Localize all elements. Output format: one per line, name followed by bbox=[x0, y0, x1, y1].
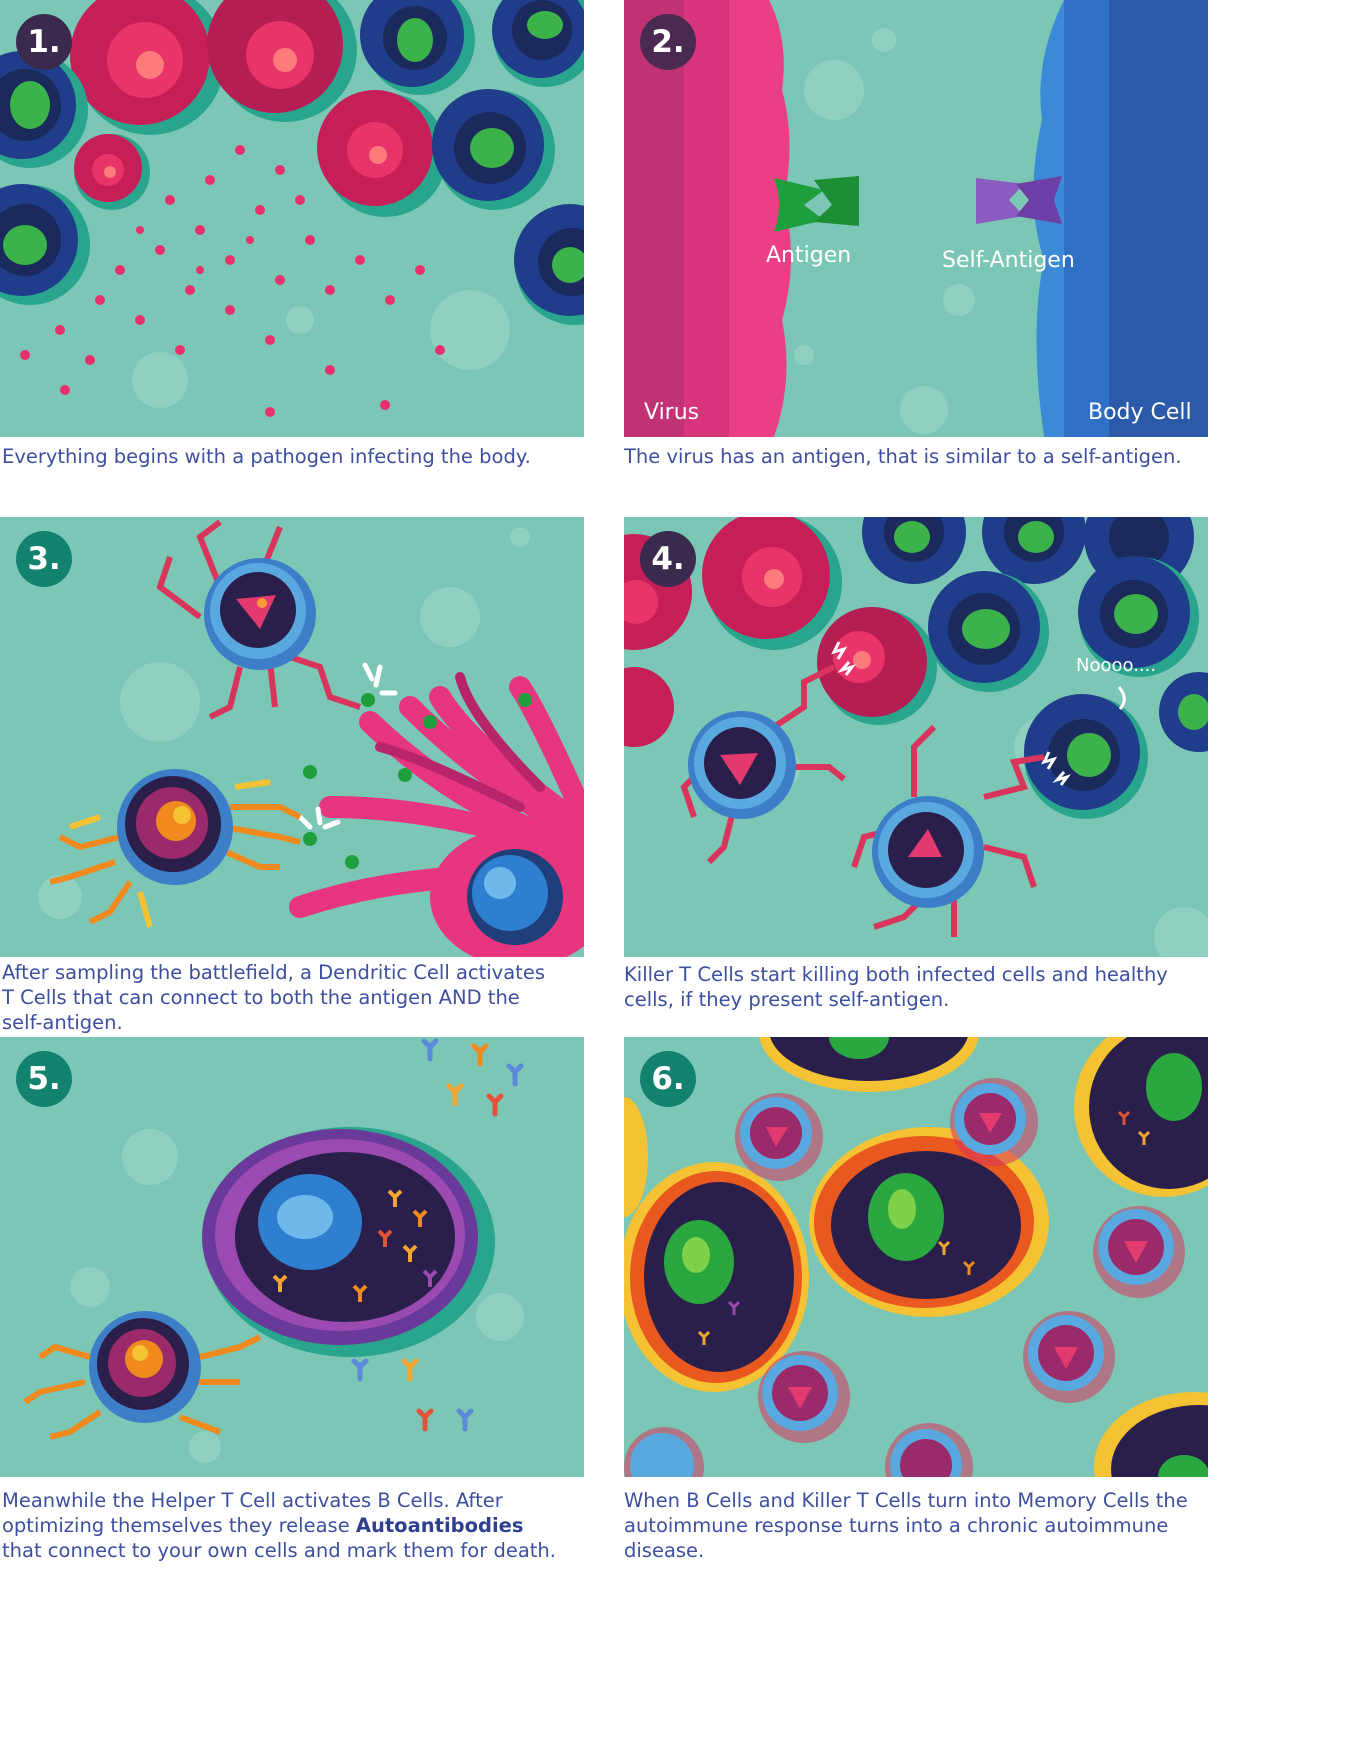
caption-autoantibodies: Autoantibodies bbox=[355, 1514, 524, 1537]
caption-step-3: After sampling the battlefield, a Dendri… bbox=[2, 961, 545, 1034]
antigen-illustration bbox=[624, 0, 1208, 437]
pathogen-illustration bbox=[0, 0, 584, 417]
caption-step-4: Killer T Cells start killing both infect… bbox=[624, 963, 1168, 1011]
body-cell-label: Body Cell bbox=[1088, 400, 1192, 425]
step-badge: 3. bbox=[16, 531, 72, 587]
panel-4: Noooo.... 4. bbox=[624, 517, 1208, 957]
caption-step-5: Meanwhile the Helper T Cell activates B … bbox=[2, 1488, 562, 1563]
self-antigen-label: Self-Antigen bbox=[942, 248, 1075, 273]
memory-cells-illustration bbox=[624, 1037, 1208, 1477]
panel-2: Antigen Self-Antigen Virus Body Cell 2. bbox=[624, 0, 1208, 437]
step-badge: 5. bbox=[16, 1051, 72, 1107]
caption-step-1: Everything begins with a pathogen infect… bbox=[2, 445, 531, 468]
b-cell-autoantibodies-illustration bbox=[23, 1038, 524, 1463]
virus-label: Virus bbox=[644, 400, 700, 425]
caption-text: that connect to your own cells and mark … bbox=[2, 1539, 556, 1562]
killer-t-cells-illustration bbox=[624, 517, 1208, 957]
panel-5: 5. bbox=[0, 1037, 584, 1477]
step-badge: 4. bbox=[640, 531, 696, 587]
caption-step-6: When B Cells and Killer T Cells turn int… bbox=[624, 1489, 1188, 1562]
dendritic-cell-illustration bbox=[38, 519, 584, 957]
panel-3: 3. bbox=[0, 517, 584, 957]
step-badge: 1. bbox=[16, 14, 72, 70]
step-badge: 6. bbox=[640, 1051, 696, 1107]
caption-text: Meanwhile the Helper T Cell activates B … bbox=[2, 1489, 503, 1537]
panel-6: 6. bbox=[624, 1037, 1208, 1477]
caption-step-2: The virus has an antigen, that is simila… bbox=[624, 445, 1182, 468]
antigen-label: Antigen bbox=[766, 243, 852, 268]
step-badge: 2. bbox=[640, 14, 696, 70]
speech-bubble-text: Noooo.... bbox=[1076, 655, 1157, 676]
panel-1: 1. bbox=[0, 0, 584, 437]
